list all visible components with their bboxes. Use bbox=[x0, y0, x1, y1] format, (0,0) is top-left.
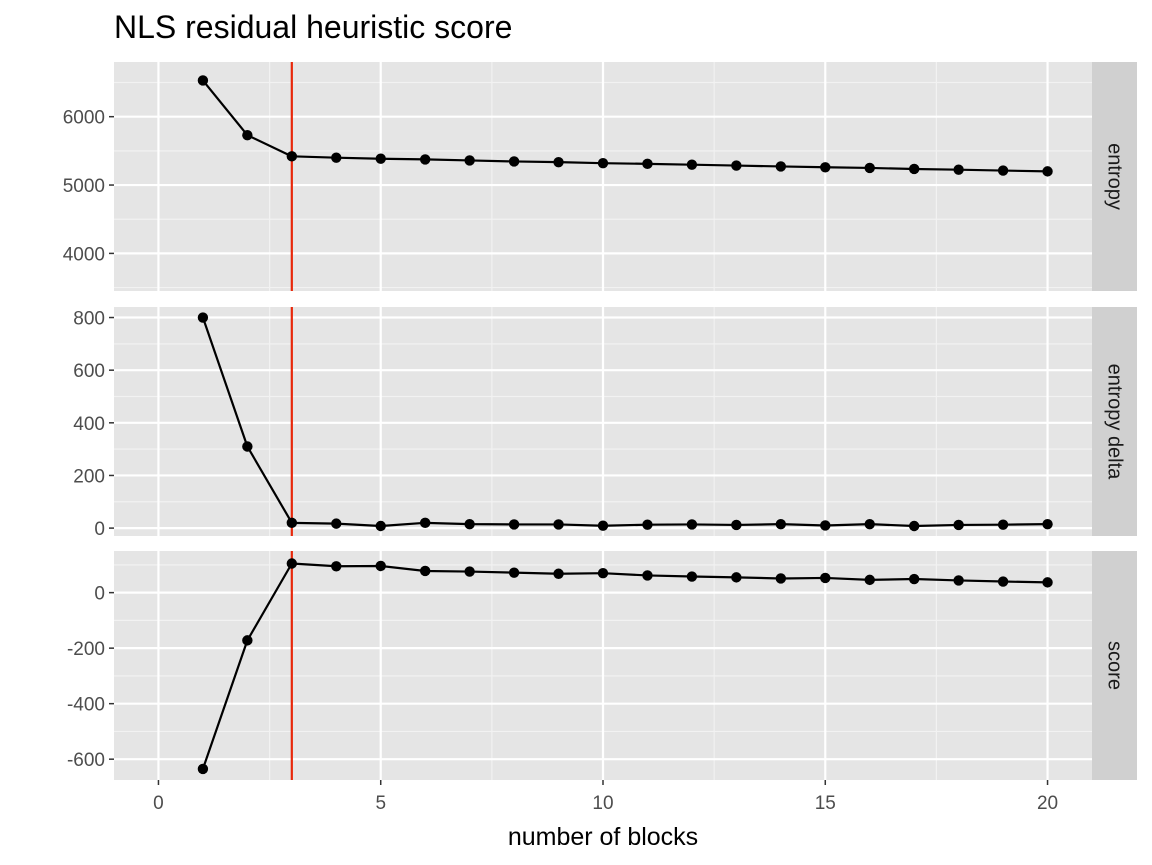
x-tick-label: 10 bbox=[592, 793, 613, 814]
data-point bbox=[864, 574, 875, 586]
facet-strip-label: entropy delta bbox=[1104, 364, 1126, 481]
data-point bbox=[953, 575, 964, 586]
x-tick-label: 15 bbox=[815, 793, 836, 814]
facet-panels: 4000 5000 6000 entropy 0 200 400 600 800 entropy … bbox=[63, 62, 1137, 780]
y-tick-label: 800 bbox=[73, 309, 105, 330]
x-axis: 0 5 10 15 20 bbox=[153, 780, 1058, 814]
y-tick-label: 0 bbox=[94, 519, 105, 540]
x-tick-label: 0 bbox=[153, 793, 164, 814]
data-point bbox=[775, 161, 787, 172]
x-tick-label: 20 bbox=[1037, 793, 1058, 814]
y-tick-label: -200 bbox=[67, 639, 105, 660]
data-point bbox=[908, 573, 920, 585]
data-point bbox=[286, 151, 298, 162]
data-point bbox=[775, 573, 787, 584]
y-tick-label: 600 bbox=[73, 361, 105, 382]
data-point bbox=[197, 312, 209, 323]
data-point bbox=[997, 576, 1009, 587]
data-point bbox=[286, 558, 298, 569]
y-tick-label: 0 bbox=[94, 584, 105, 605]
data-point bbox=[731, 160, 742, 171]
x-tick-label: 5 bbox=[375, 793, 386, 814]
data-point bbox=[997, 519, 1009, 530]
data-point bbox=[642, 158, 653, 170]
data-point bbox=[508, 519, 520, 530]
data-point bbox=[197, 763, 209, 775]
data-point bbox=[331, 518, 342, 529]
data-point bbox=[731, 519, 742, 531]
data-point bbox=[686, 519, 698, 530]
series-line bbox=[201, 562, 1048, 770]
facet-panel-1: 0 200 400 600 800 entropy delta bbox=[73, 307, 1137, 540]
data-point bbox=[553, 519, 564, 530]
series-line bbox=[202, 79, 1048, 173]
facet-strip-label: score bbox=[1104, 641, 1126, 690]
data-point bbox=[997, 165, 1009, 176]
facet-strip bbox=[1092, 62, 1137, 291]
data-point bbox=[1042, 518, 1053, 530]
data-point bbox=[820, 520, 831, 531]
data-point bbox=[375, 153, 386, 164]
series-line bbox=[201, 317, 1048, 528]
data-point bbox=[553, 568, 564, 579]
data-point bbox=[820, 572, 831, 584]
x-axis-title: number of blocks bbox=[508, 823, 698, 851]
data-point bbox=[508, 156, 520, 167]
y-tick-label: 4000 bbox=[63, 244, 105, 265]
data-point bbox=[197, 75, 209, 86]
data-point bbox=[242, 129, 253, 141]
data-point bbox=[597, 520, 609, 531]
data-point bbox=[775, 518, 787, 530]
data-point bbox=[731, 572, 742, 583]
data-point bbox=[642, 570, 653, 581]
data-point bbox=[553, 156, 564, 168]
y-tick-label: 400 bbox=[73, 414, 105, 435]
data-point bbox=[642, 519, 653, 530]
y-tick-label: 6000 bbox=[63, 108, 105, 129]
data-point bbox=[597, 157, 609, 169]
data-point bbox=[820, 162, 831, 173]
data-point bbox=[597, 568, 609, 579]
data-point bbox=[375, 520, 386, 532]
data-point bbox=[419, 517, 431, 529]
facet-strip bbox=[1092, 307, 1137, 536]
facet-strip-label: entropy bbox=[1104, 143, 1126, 210]
data-point bbox=[375, 560, 386, 572]
facet-strip bbox=[1092, 551, 1137, 780]
y-tick-label: -600 bbox=[67, 750, 105, 771]
data-point bbox=[1042, 166, 1053, 177]
facet-panel-2: -600 -400 -200 0 score bbox=[67, 551, 1137, 780]
data-point bbox=[508, 567, 520, 578]
facet-panel-0: 4000 5000 6000 entropy bbox=[63, 62, 1137, 291]
y-tick-label: 200 bbox=[73, 466, 105, 487]
data-point bbox=[242, 441, 253, 452]
data-point bbox=[953, 164, 964, 175]
data-point bbox=[331, 152, 342, 163]
y-tick-label: 5000 bbox=[63, 176, 105, 197]
data-point bbox=[464, 155, 475, 166]
data-point bbox=[464, 566, 475, 577]
data-point bbox=[242, 635, 253, 646]
y-tick-label: -400 bbox=[67, 695, 105, 716]
data-point bbox=[686, 571, 698, 582]
data-point bbox=[908, 163, 920, 175]
data-point bbox=[464, 518, 475, 530]
data-point bbox=[331, 561, 342, 572]
data-point bbox=[864, 518, 875, 530]
data-point bbox=[864, 162, 875, 174]
data-point bbox=[286, 517, 298, 529]
chart-title: NLS residual heuristic score bbox=[114, 9, 512, 45]
data-point bbox=[908, 520, 920, 532]
data-point bbox=[419, 154, 431, 165]
data-point bbox=[686, 159, 698, 170]
data-point bbox=[953, 519, 964, 531]
data-point bbox=[1042, 577, 1053, 588]
data-point bbox=[419, 565, 431, 577]
